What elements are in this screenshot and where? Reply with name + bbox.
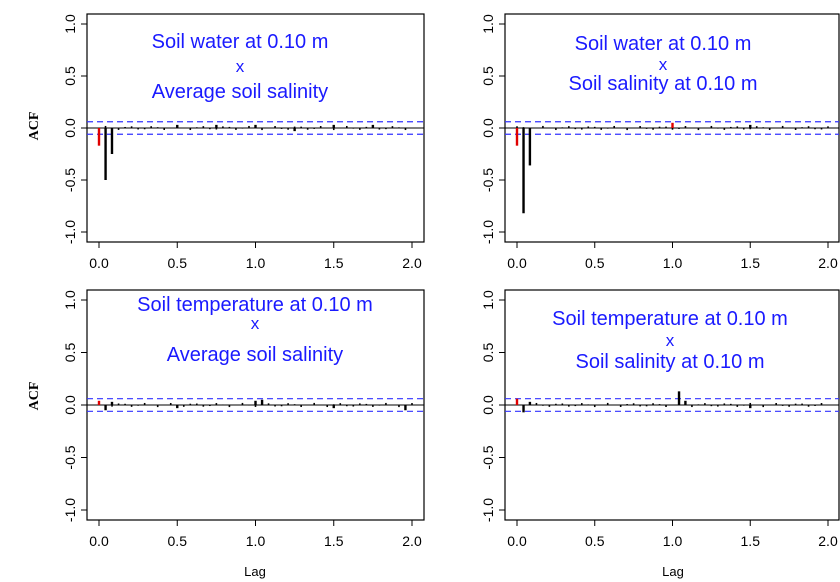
x-tick-label: 1.0 [663, 255, 683, 271]
y-tick-label: -0.5 [480, 445, 496, 469]
x-tick-label: 0.0 [507, 533, 527, 549]
x-tick-label: 0.5 [585, 533, 605, 549]
x-axis-label-right: Lag [662, 564, 684, 579]
y-axis-label-top: ACF [27, 112, 42, 141]
x-tick-label: 1.5 [741, 533, 761, 549]
y-tick-label: -0.5 [62, 445, 78, 469]
y-tick-label: 0.5 [480, 343, 496, 363]
x-tick-label: 2.0 [402, 255, 422, 271]
panel-title-line-2: x [666, 331, 675, 350]
y-tick-label: 1.0 [480, 14, 496, 34]
x-tick-label: 0.0 [89, 255, 109, 271]
panel-title-line-3: Average soil salinity [152, 81, 328, 103]
x-tick-label: 1.5 [741, 255, 761, 271]
x-tick-label: 1.0 [246, 533, 266, 549]
panel-title-line-2: x [236, 57, 245, 76]
y-tick-label: -1.0 [480, 498, 496, 522]
y-tick-label: 1.0 [62, 14, 78, 34]
y-tick-label: 0.0 [480, 118, 496, 138]
panel-3: 1.0 0.5 0.0 -0.5 -1.0 0.0 0.5 1.0 1.5 2.0 Soil tem… [62, 289, 425, 549]
panel-title-line-2: x [251, 314, 260, 333]
y-tick-label: 0.0 [62, 395, 78, 415]
panel-4: 1.0 0.5 0.0 -0.5 -1.0 0.0 0.5 1.0 1.5 2.0 Soil tem… [480, 289, 840, 549]
panel-title-line-1: Soil water at 0.10 m [152, 31, 329, 53]
y-tick-label: -0.5 [62, 168, 78, 192]
panel-title-line-1: Soil temperature at 0.10 m [137, 294, 373, 316]
y-axis-label-bottom: ACF [27, 382, 42, 411]
y-tick-label: 0.5 [480, 66, 496, 86]
y-tick-label: 0.5 [62, 343, 78, 363]
y-tick-label: -0.5 [480, 168, 496, 192]
panel-1: 1.0 0.5 0.0 -0.5 -1.0 0.0 0.5 1.0 1.5 2.0 Soil wat… [62, 13, 425, 271]
x-tick-label: 1.5 [324, 533, 344, 549]
y-tick-label: -1.0 [62, 498, 78, 522]
x-tick-label: 0.0 [89, 533, 109, 549]
panel-title-line-1: Soil temperature at 0.10 m [552, 308, 788, 330]
x-axis-label-left: Lag [244, 564, 266, 579]
y-tick-label: 0.0 [480, 395, 496, 415]
y-tick-label: 0.0 [62, 118, 78, 138]
y-tick-label: -1.0 [480, 220, 496, 244]
panel-title-line-2: x [659, 55, 668, 74]
y-tick-label: 1.0 [62, 290, 78, 310]
panel-title-line-1: Soil water at 0.10 m [575, 33, 752, 55]
y-tick-label: 0.5 [62, 66, 78, 86]
x-tick-label: 2.0 [402, 533, 422, 549]
x-tick-label: 1.0 [663, 533, 683, 549]
x-tick-label: 0.5 [168, 255, 188, 271]
panel-title-line-3: Soil salinity at 0.10 m [576, 351, 765, 373]
y-tick-label: -1.0 [62, 220, 78, 244]
x-tick-label: 0.0 [507, 255, 527, 271]
panel-title-line-3: Average soil salinity [167, 344, 343, 366]
x-tick-label: 1.5 [324, 255, 344, 271]
x-tick-label: 0.5 [168, 533, 188, 549]
panels-group: 1.0 0.5 0.0 -0.5 -1.0 0.0 0.5 1.0 1.5 2.0 Soil wat… [62, 13, 840, 549]
panel-2: 1.0 0.5 0.0 -0.5 -1.0 0.0 0.5 1.0 1.5 2.0 Soil wat… [480, 13, 840, 271]
panel-title-line-3: Soil salinity at 0.10 m [569, 73, 758, 95]
x-tick-label: 0.5 [585, 255, 605, 271]
y-tick-label: 1.0 [480, 290, 496, 310]
x-tick-label: 2.0 [818, 255, 838, 271]
x-tick-label: 1.0 [246, 255, 266, 271]
x-tick-label: 2.0 [818, 533, 838, 549]
